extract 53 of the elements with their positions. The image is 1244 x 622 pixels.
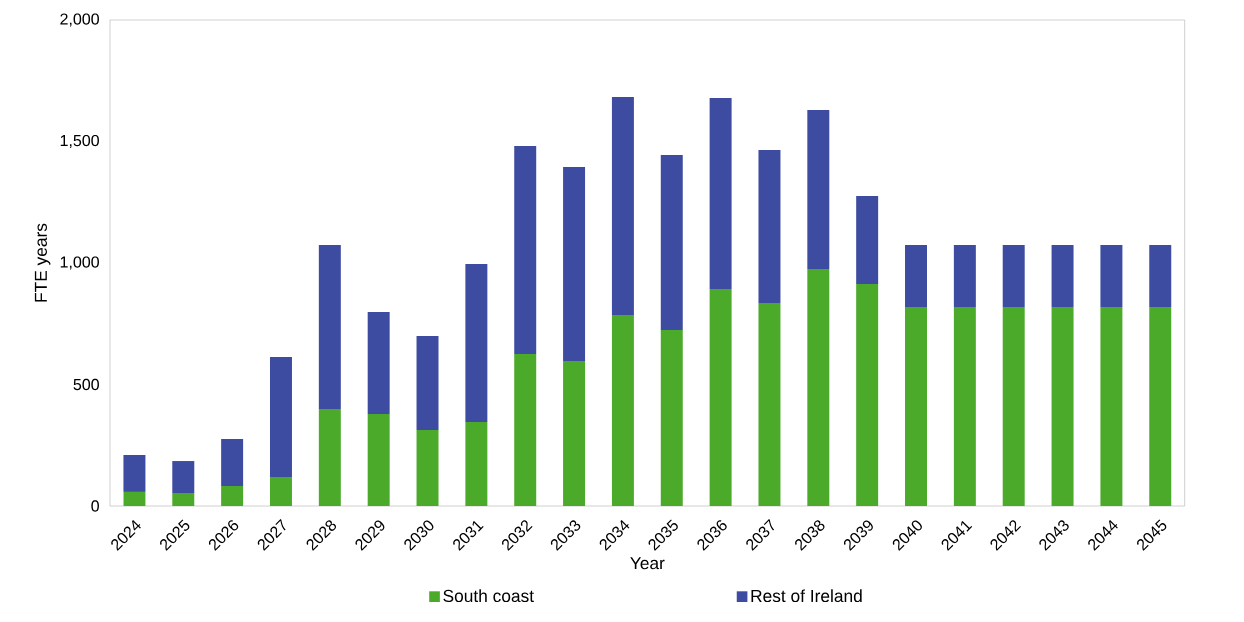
y-tick-label: 1,500 xyxy=(60,134,99,149)
bar xyxy=(709,98,732,289)
bar xyxy=(416,429,439,506)
bar xyxy=(905,245,927,307)
bar xyxy=(611,97,634,315)
bar xyxy=(758,150,781,304)
bar xyxy=(1100,245,1123,307)
bar xyxy=(1149,306,1172,506)
bar xyxy=(1002,306,1025,506)
bar xyxy=(318,245,341,410)
y-tick-label: 1,000 xyxy=(60,256,99,270)
y-tick-label: 500 xyxy=(73,378,99,391)
y-tick-label: 2,000 xyxy=(60,13,99,27)
bar xyxy=(1149,245,1172,307)
bar xyxy=(856,283,879,506)
bar xyxy=(465,263,488,422)
bar xyxy=(221,438,244,487)
bar xyxy=(367,413,390,506)
bar xyxy=(953,306,976,506)
bar xyxy=(807,109,830,270)
bar xyxy=(514,146,537,354)
bar xyxy=(1051,245,1074,307)
bar xyxy=(953,245,976,307)
bar xyxy=(416,335,439,430)
bar xyxy=(123,454,146,492)
bar xyxy=(514,353,537,506)
y-tick-label: 0 xyxy=(91,500,99,512)
bar xyxy=(367,312,390,414)
bar xyxy=(1002,245,1025,307)
bar xyxy=(1051,306,1074,506)
bar xyxy=(221,486,244,506)
y-axis-title: FTE years xyxy=(34,223,51,302)
legend-label: South coast xyxy=(443,589,534,603)
x-axis-title: Year xyxy=(630,557,665,570)
bar xyxy=(269,477,292,506)
bar xyxy=(758,303,781,506)
bar xyxy=(660,330,683,506)
bar xyxy=(172,461,195,494)
bar xyxy=(563,360,586,506)
bar xyxy=(465,421,488,506)
bar xyxy=(563,167,586,361)
bar xyxy=(660,155,683,331)
bar xyxy=(1100,306,1123,506)
bar xyxy=(905,306,927,506)
bar xyxy=(269,357,292,478)
bar xyxy=(807,269,830,506)
bar xyxy=(123,491,146,506)
legend-label: Rest of Ireland xyxy=(751,589,862,603)
bar xyxy=(709,289,732,506)
bar xyxy=(856,195,879,284)
bar xyxy=(172,493,195,506)
bar xyxy=(318,409,341,506)
bar xyxy=(611,315,634,506)
